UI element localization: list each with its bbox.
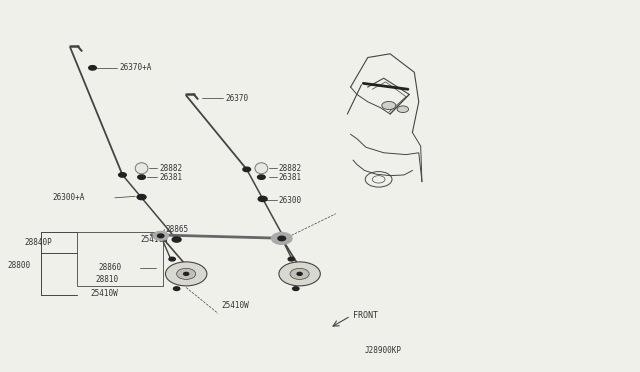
Text: 26370: 26370 xyxy=(226,94,249,103)
Circle shape xyxy=(271,232,292,244)
Circle shape xyxy=(278,236,285,241)
Circle shape xyxy=(243,167,250,171)
Text: 28882: 28882 xyxy=(159,164,182,173)
Text: 26300: 26300 xyxy=(278,196,301,205)
Ellipse shape xyxy=(177,268,196,279)
Circle shape xyxy=(169,257,175,261)
Text: 26381: 26381 xyxy=(278,173,301,182)
Ellipse shape xyxy=(255,163,268,174)
Ellipse shape xyxy=(382,102,396,110)
Circle shape xyxy=(184,272,189,275)
Text: 25410W: 25410W xyxy=(140,235,168,244)
Text: 25410W: 25410W xyxy=(221,301,249,311)
Circle shape xyxy=(297,272,302,275)
Circle shape xyxy=(118,173,126,177)
Circle shape xyxy=(173,287,180,291)
Circle shape xyxy=(280,237,289,242)
Circle shape xyxy=(288,257,294,261)
Circle shape xyxy=(257,175,265,179)
Text: 28860: 28860 xyxy=(99,263,122,272)
Circle shape xyxy=(292,287,299,291)
Text: 28810: 28810 xyxy=(96,275,119,283)
Ellipse shape xyxy=(279,262,320,286)
Text: J28900KP: J28900KP xyxy=(365,346,402,355)
Circle shape xyxy=(153,231,168,240)
Ellipse shape xyxy=(135,163,148,174)
Text: 28840P: 28840P xyxy=(24,238,52,247)
Ellipse shape xyxy=(166,262,207,286)
Text: 26370+A: 26370+A xyxy=(119,63,152,72)
Circle shape xyxy=(138,175,145,179)
Circle shape xyxy=(137,195,146,200)
Text: 28800: 28800 xyxy=(8,261,31,270)
Text: 25410W: 25410W xyxy=(91,289,118,298)
Text: FRONT: FRONT xyxy=(353,311,378,320)
Circle shape xyxy=(157,234,164,238)
Text: 28865: 28865 xyxy=(166,225,189,234)
Text: 26300+A: 26300+A xyxy=(52,193,84,202)
Text: 26381: 26381 xyxy=(159,173,182,182)
Circle shape xyxy=(258,196,267,202)
Bar xyxy=(77,232,163,286)
Ellipse shape xyxy=(397,106,408,112)
Circle shape xyxy=(172,237,181,242)
Text: 28882: 28882 xyxy=(278,164,301,173)
Ellipse shape xyxy=(290,268,309,279)
Circle shape xyxy=(89,65,97,70)
